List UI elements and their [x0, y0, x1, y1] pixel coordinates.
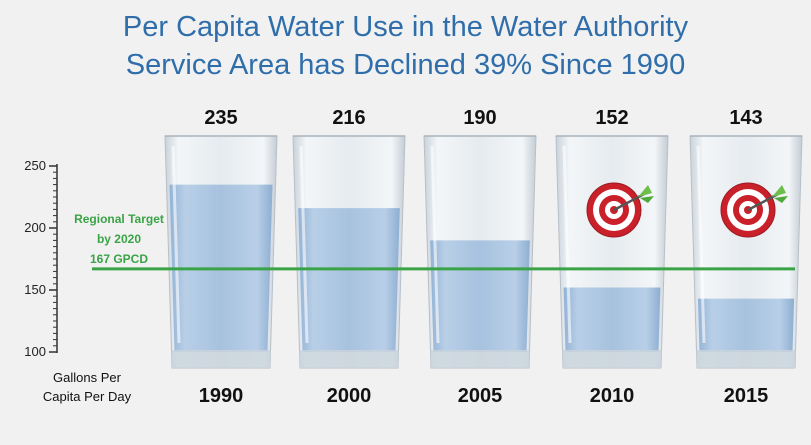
water-fill: [697, 298, 795, 352]
chart-title-line-1: Per Capita Water Use in the Water Author…: [122, 11, 689, 43]
glass-2005: [423, 135, 537, 369]
value-label-1990: 235: [204, 107, 237, 129]
y-tick-label: 100: [24, 344, 46, 359]
y-tick-label: 200: [24, 220, 46, 235]
glass-2010: [555, 135, 669, 369]
value-label-2000: 216: [332, 107, 365, 129]
glass-base: [171, 350, 271, 368]
target-label-line-1: Regional Target: [74, 212, 164, 226]
year-label-2005: 2005: [458, 385, 503, 407]
glass-base: [696, 350, 796, 368]
year-label-2010: 2010: [590, 385, 635, 407]
water-fill: [298, 208, 400, 352]
y-tick-label: 150: [24, 282, 46, 297]
glass-highlight: [562, 145, 572, 344]
year-label-2000: 2000: [327, 385, 372, 407]
glass-base: [299, 350, 399, 368]
water-fill: [430, 240, 530, 352]
glass-highlight: [430, 145, 440, 344]
glass-highlight: [171, 145, 181, 344]
year-label-2015: 2015: [724, 385, 769, 407]
y-axis: 100 150 200 250: [24, 158, 58, 359]
chart-title: Per Capita Water Use in the Water Author…: [0, 8, 811, 84]
water-fill: [563, 287, 661, 352]
glass-2000: [292, 135, 406, 369]
y-axis-title-line-1: Gallons Per: [53, 370, 121, 385]
year-label-1990: 1990: [199, 385, 244, 407]
target-icon: [586, 182, 654, 238]
chart-title-line-2: Service Area has Declined 39% Since 1990: [125, 49, 686, 81]
y-axis-title: Gallons Per Capita Per Day: [22, 368, 152, 406]
glass-base: [562, 350, 662, 368]
target-label: Regional Target by 2020 167 GPCD: [74, 212, 164, 266]
target-label-line-3: 167 GPCD: [90, 252, 148, 266]
value-label-2015: 143: [729, 107, 762, 129]
glass-2015: [689, 135, 803, 369]
value-label-2005: 190: [463, 107, 496, 129]
glass-base: [430, 350, 530, 368]
value-label-2010: 152: [595, 107, 628, 129]
y-axis-title-line-2: Capita Per Day: [42, 389, 132, 404]
glass-highlight: [299, 145, 309, 344]
target-icon: [720, 182, 788, 238]
y-tick-label: 250: [24, 158, 46, 173]
glass-highlight: [696, 145, 706, 344]
glass-1990: [164, 135, 278, 369]
target-label-line-2: by 2020: [97, 232, 141, 246]
